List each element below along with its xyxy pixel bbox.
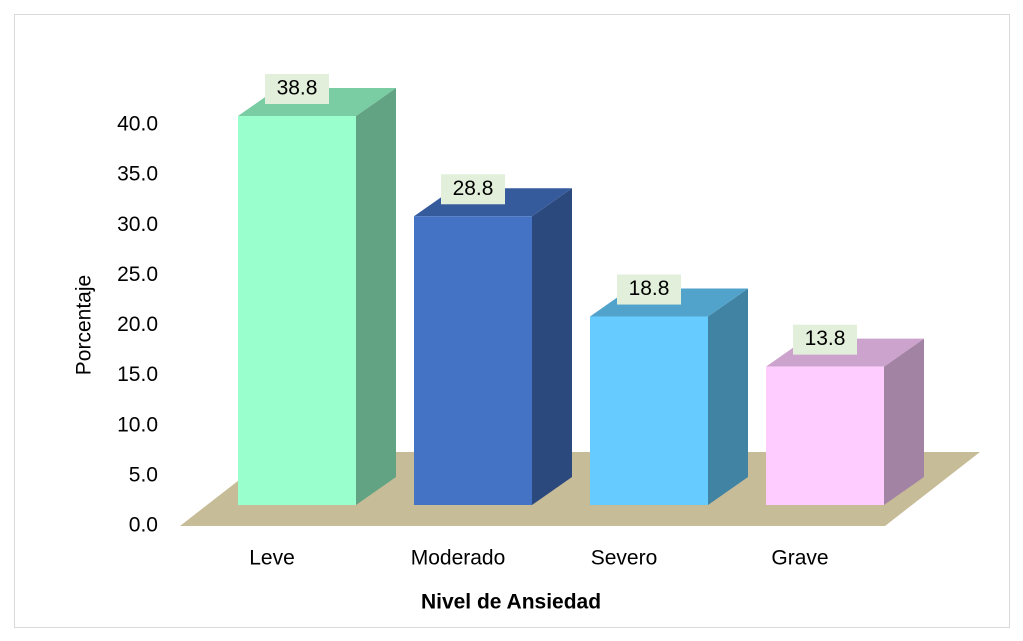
data-label-box (265, 74, 329, 105)
data-label: 13.8 (805, 327, 846, 350)
bar-side (356, 88, 396, 505)
x-axis-label: Nivel de Ansiedad (421, 591, 601, 614)
data-label-box (441, 174, 505, 205)
bar (766, 366, 884, 505)
y-tick-label: 40.0 (117, 113, 158, 136)
data-label-box (617, 274, 681, 305)
y-tick-label: 25.0 (117, 263, 158, 286)
y-tick-label: 0.0 (129, 514, 158, 537)
x-tick-label: Moderado (411, 547, 506, 570)
data-label: 38.8 (277, 77, 318, 100)
x-tick-label: Leve (249, 547, 295, 570)
y-tick-label: 30.0 (117, 213, 158, 236)
bar (590, 316, 708, 505)
y-axis-label: Porcentaje (73, 275, 96, 375)
x-tick-label: Severo (591, 547, 658, 570)
bar-side (884, 338, 924, 505)
data-label-box (793, 324, 857, 355)
bar-side (708, 288, 748, 505)
y-tick-label: 35.0 (117, 163, 158, 186)
bar-side (532, 188, 572, 505)
y-tick-label: 5.0 (129, 463, 158, 486)
bar (414, 216, 532, 505)
data-label: 28.8 (453, 177, 494, 200)
y-tick-label: 20.0 (117, 313, 158, 336)
y-tick-label: 10.0 (117, 413, 158, 436)
bar (238, 116, 356, 505)
data-label: 18.8 (629, 277, 670, 300)
x-tick-label: Grave (771, 547, 828, 570)
y-tick-label: 15.0 (117, 363, 158, 386)
